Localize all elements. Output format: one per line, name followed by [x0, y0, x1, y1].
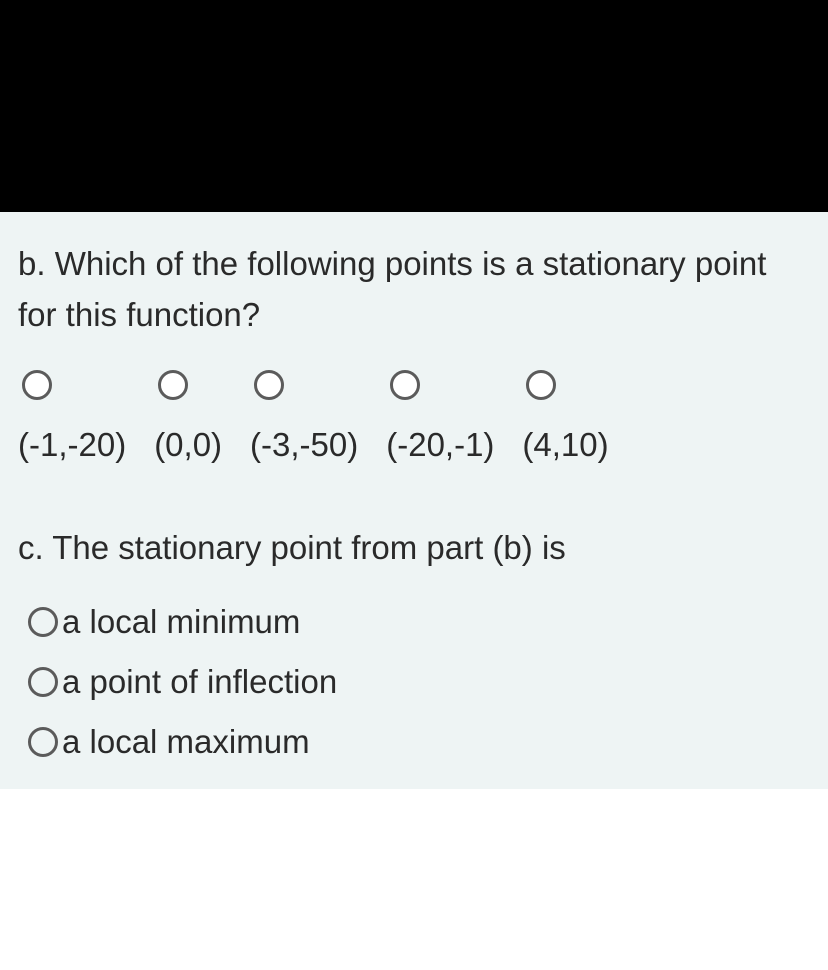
- option-c-2-label: a local maximum: [62, 723, 310, 761]
- question-c-options: a local minimum a point of inflection a …: [18, 603, 810, 761]
- radio-b-3[interactable]: [390, 370, 420, 400]
- question-b-options: (-1,-20) (0,0) (-3,-50) (-20,-1) (4,10): [18, 370, 810, 464]
- option-b-3: (-20,-1): [386, 370, 522, 464]
- top-black-bar: [0, 0, 828, 212]
- radio-b-0[interactable]: [22, 370, 52, 400]
- question-b-prompt: b. Which of the following points is a st…: [18, 238, 810, 340]
- radio-c-0[interactable]: [28, 607, 58, 637]
- option-b-4: (4,10): [522, 370, 608, 464]
- option-b-0-label: (-1,-20): [18, 426, 126, 464]
- option-c-1: a point of inflection: [28, 663, 810, 701]
- radio-b-4[interactable]: [526, 370, 556, 400]
- option-c-0: a local minimum: [28, 603, 810, 641]
- option-c-2: a local maximum: [28, 723, 810, 761]
- option-c-1-label: a point of inflection: [62, 663, 337, 701]
- option-b-4-label: (4,10): [522, 426, 608, 464]
- option-b-0: (-1,-20): [18, 370, 154, 464]
- question-panel: b. Which of the following points is a st…: [0, 212, 828, 789]
- option-b-1: (0,0): [154, 370, 250, 464]
- option-b-3-label: (-20,-1): [386, 426, 494, 464]
- option-b-2-label: (-3,-50): [250, 426, 358, 464]
- option-c-0-label: a local minimum: [62, 603, 300, 641]
- option-b-2: (-3,-50): [250, 370, 386, 464]
- radio-c-2[interactable]: [28, 727, 58, 757]
- question-c-prompt: c. The stationary point from part (b) is: [18, 522, 810, 573]
- radio-b-1[interactable]: [158, 370, 188, 400]
- option-b-1-label: (0,0): [154, 426, 222, 464]
- radio-b-2[interactable]: [254, 370, 284, 400]
- radio-c-1[interactable]: [28, 667, 58, 697]
